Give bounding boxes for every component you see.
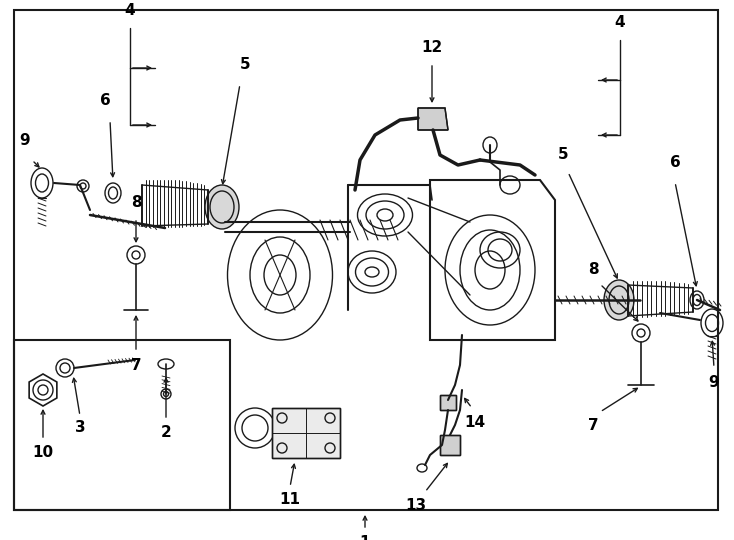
Ellipse shape (604, 280, 634, 320)
Text: 14: 14 (465, 415, 486, 430)
Text: 7: 7 (588, 418, 598, 433)
Text: 3: 3 (75, 420, 85, 435)
Circle shape (637, 329, 645, 337)
Text: 13: 13 (405, 498, 426, 513)
Text: 9: 9 (709, 375, 719, 390)
Text: 5: 5 (558, 147, 569, 162)
Text: 8: 8 (131, 195, 142, 210)
Text: 10: 10 (32, 445, 54, 460)
Text: 8: 8 (588, 262, 598, 277)
Bar (14, 340, 230, 510)
Circle shape (164, 392, 169, 396)
Circle shape (132, 251, 140, 259)
Text: 2: 2 (161, 425, 171, 440)
Ellipse shape (205, 185, 239, 229)
Text: 4: 4 (614, 15, 625, 30)
Text: 4: 4 (125, 3, 135, 18)
Polygon shape (440, 435, 460, 455)
Text: 1: 1 (360, 535, 370, 540)
Circle shape (80, 183, 86, 189)
Polygon shape (418, 108, 448, 130)
Text: 11: 11 (280, 492, 300, 507)
Text: 6: 6 (100, 93, 110, 108)
Polygon shape (272, 408, 340, 458)
Text: 12: 12 (421, 40, 443, 55)
Circle shape (38, 385, 48, 395)
Text: 6: 6 (670, 155, 680, 170)
Text: 5: 5 (240, 57, 250, 72)
Text: 7: 7 (131, 358, 142, 373)
Text: 9: 9 (20, 133, 30, 148)
Polygon shape (440, 395, 456, 410)
